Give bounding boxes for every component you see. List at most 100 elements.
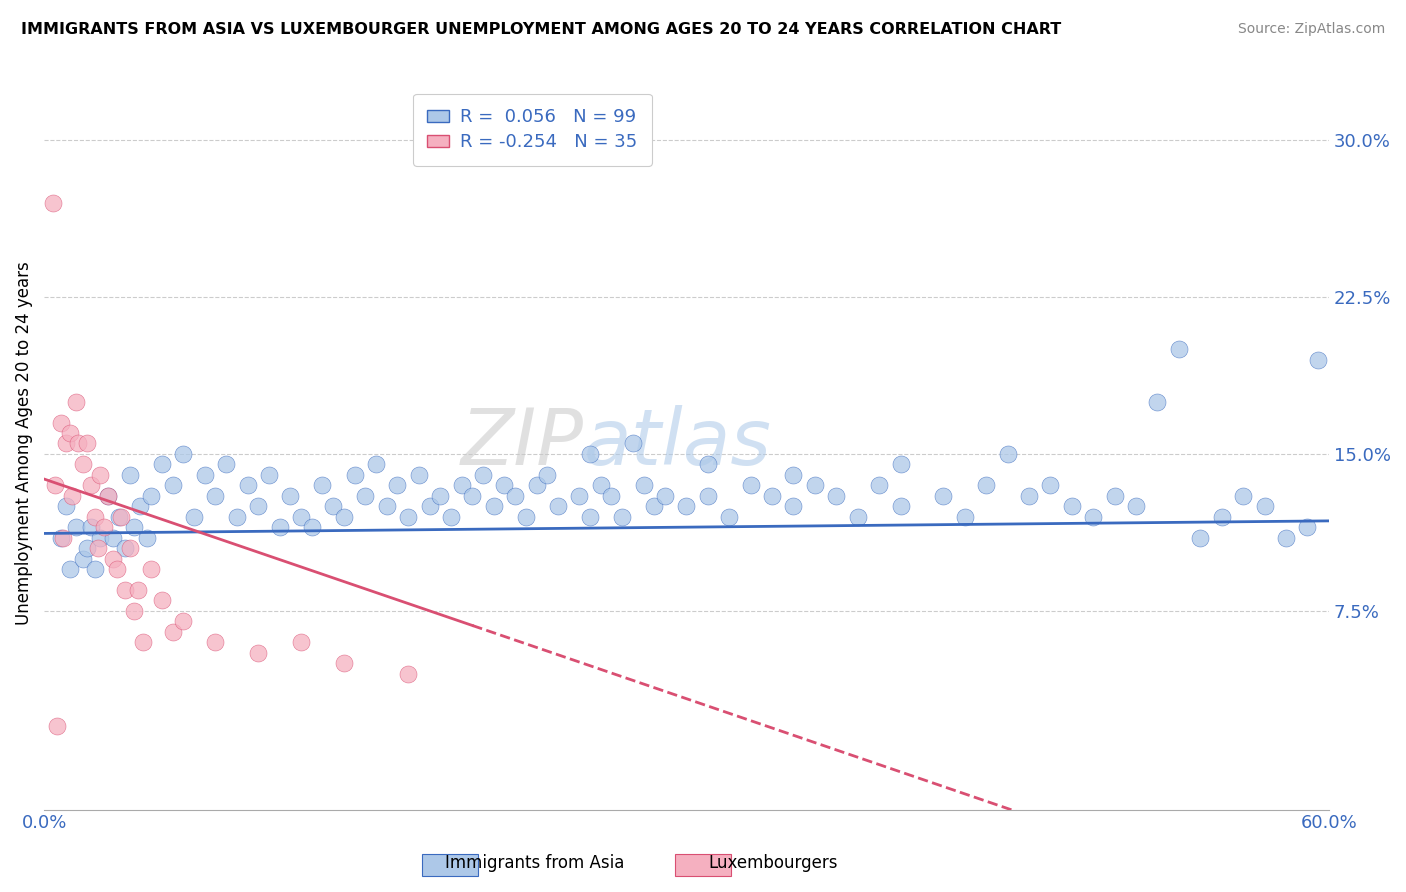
Point xyxy=(84,562,107,576)
Point xyxy=(72,551,94,566)
Point xyxy=(55,436,77,450)
Point xyxy=(97,489,120,503)
Point xyxy=(890,500,912,514)
Point xyxy=(461,489,484,503)
Point xyxy=(1189,531,1212,545)
Point xyxy=(76,436,98,450)
Point xyxy=(290,509,312,524)
Point xyxy=(804,478,827,492)
Point xyxy=(675,500,697,514)
Point xyxy=(1211,509,1233,524)
Point xyxy=(52,531,75,545)
Point xyxy=(114,582,136,597)
Point xyxy=(215,458,238,472)
Point xyxy=(290,635,312,649)
Text: Luxembourgers: Luxembourgers xyxy=(709,855,838,872)
Point xyxy=(86,541,108,555)
Point xyxy=(129,500,152,514)
Point xyxy=(51,416,73,430)
Point xyxy=(204,635,226,649)
Text: Immigrants from Asia: Immigrants from Asia xyxy=(444,855,624,872)
Point xyxy=(322,500,344,514)
Point xyxy=(80,520,103,534)
Point xyxy=(536,467,558,482)
Point xyxy=(494,478,516,492)
Point xyxy=(65,520,87,534)
Point xyxy=(1253,500,1275,514)
Point xyxy=(97,489,120,503)
Point xyxy=(59,425,82,440)
Point xyxy=(503,489,526,503)
Point xyxy=(364,458,387,472)
Point xyxy=(162,624,184,639)
Point xyxy=(600,489,623,503)
Point xyxy=(1060,500,1083,514)
Point xyxy=(65,394,87,409)
Point xyxy=(333,509,356,524)
Point xyxy=(311,478,333,492)
Point xyxy=(589,478,612,492)
Point xyxy=(825,489,848,503)
Point xyxy=(643,500,665,514)
Point xyxy=(257,467,280,482)
Point xyxy=(80,478,103,492)
Point xyxy=(568,489,591,503)
Point xyxy=(204,489,226,503)
Point xyxy=(122,604,145,618)
Point xyxy=(118,467,141,482)
Point xyxy=(429,489,451,503)
Point xyxy=(450,478,472,492)
Point xyxy=(740,478,762,492)
Point xyxy=(621,436,644,450)
Point xyxy=(89,467,111,482)
Point xyxy=(612,509,634,524)
Point xyxy=(1104,489,1126,503)
Point xyxy=(953,509,976,524)
Point xyxy=(1125,500,1147,514)
Point xyxy=(633,478,655,492)
Point xyxy=(131,635,153,649)
Text: ZIP: ZIP xyxy=(461,406,583,482)
Point xyxy=(46,719,69,733)
Point xyxy=(89,531,111,545)
Point xyxy=(225,509,247,524)
Point xyxy=(1039,478,1062,492)
Point xyxy=(67,436,90,450)
Point xyxy=(526,478,548,492)
Point xyxy=(76,541,98,555)
Point xyxy=(387,478,409,492)
Point xyxy=(579,447,602,461)
Point xyxy=(101,531,124,545)
Point xyxy=(997,447,1019,461)
Point xyxy=(654,489,676,503)
Point xyxy=(84,509,107,524)
Point xyxy=(547,500,569,514)
Point xyxy=(1083,509,1105,524)
Text: IMMIGRANTS FROM ASIA VS LUXEMBOURGER UNEMPLOYMENT AMONG AGES 20 TO 24 YEARS CORR: IMMIGRANTS FROM ASIA VS LUXEMBOURGER UNE… xyxy=(21,22,1062,37)
Point xyxy=(418,500,440,514)
Point xyxy=(105,562,128,576)
Point xyxy=(72,458,94,472)
Point xyxy=(1146,394,1168,409)
Point xyxy=(236,478,259,492)
Point xyxy=(482,500,505,514)
Point xyxy=(761,489,783,503)
Point xyxy=(108,509,131,524)
Point xyxy=(150,458,173,472)
Point xyxy=(718,509,741,524)
Point xyxy=(93,520,115,534)
Point xyxy=(974,478,997,492)
Point xyxy=(141,562,163,576)
Point xyxy=(110,509,132,524)
Point xyxy=(782,467,804,482)
Text: atlas: atlas xyxy=(583,406,772,482)
Point xyxy=(162,478,184,492)
Point xyxy=(1275,531,1298,545)
Point xyxy=(51,531,73,545)
Text: Source: ZipAtlas.com: Source: ZipAtlas.com xyxy=(1237,22,1385,37)
Point xyxy=(101,551,124,566)
Point xyxy=(1018,489,1040,503)
Point xyxy=(396,509,419,524)
Point xyxy=(55,500,77,514)
Point xyxy=(135,531,157,545)
